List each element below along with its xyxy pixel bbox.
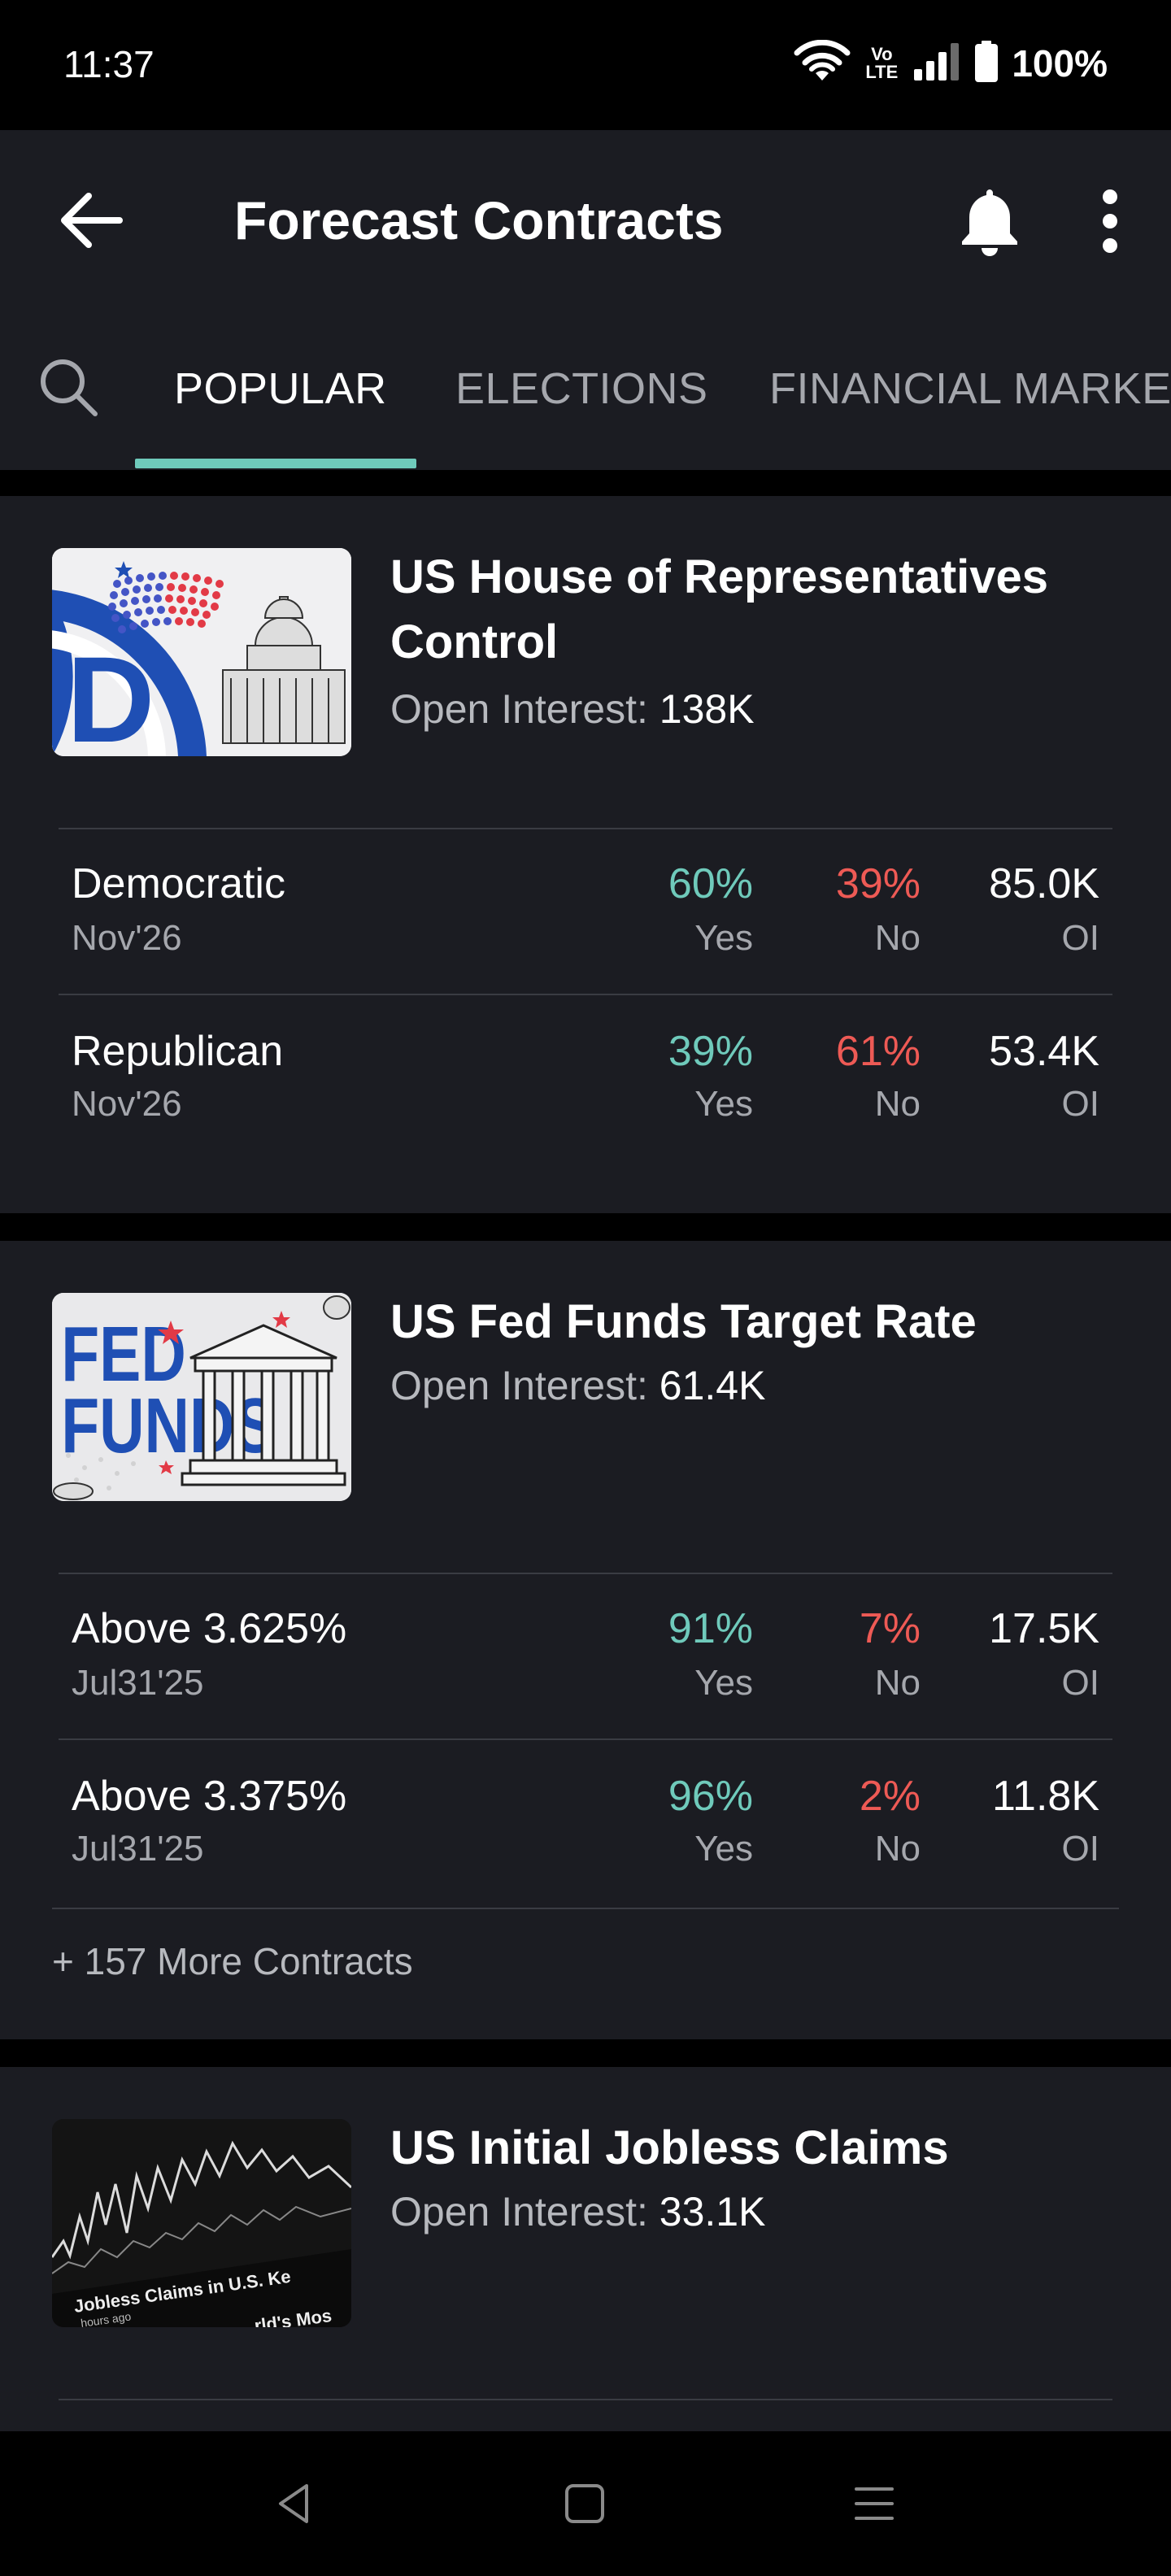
signal-icon xyxy=(912,41,961,86)
yes-percent: 91% xyxy=(668,1605,753,1652)
more-vertical-icon xyxy=(1103,189,1117,253)
search-button[interactable] xyxy=(36,355,101,420)
back-button[interactable] xyxy=(54,184,127,257)
nav-recents-button[interactable] xyxy=(838,2467,911,2540)
divider xyxy=(59,994,1112,995)
tab-popular[interactable]: POPULAR xyxy=(174,364,387,413)
more-contracts-link[interactable]: + 157 More Contracts xyxy=(52,1940,413,1982)
yes-percent: 96% xyxy=(668,1773,753,1820)
volte-icon: Vo LTE xyxy=(865,44,899,82)
svg-text:D: D xyxy=(67,631,155,756)
contract-title: US Initial Jobless Claims xyxy=(390,2121,949,2174)
battery-icon xyxy=(974,40,999,87)
open-interest-value: 85.0K xyxy=(989,860,1099,907)
status-bar: 11:37 Vo LTE 10 xyxy=(0,0,1171,130)
battery-percent: 100% xyxy=(1012,42,1108,85)
open-interest: Open Interest: 33.1K xyxy=(390,2189,766,2234)
no-percent: 7% xyxy=(859,1605,921,1652)
yes-percent: 39% xyxy=(668,1028,753,1075)
open-interest: Open Interest: 61.4K xyxy=(390,1363,766,1408)
active-tab-indicator xyxy=(135,459,416,468)
divider xyxy=(59,1738,1112,1740)
status-icons: Vo LTE 100% xyxy=(794,39,1108,88)
nav-recents-icon xyxy=(855,2487,894,2520)
yes-percent: 60% xyxy=(668,860,753,907)
open-interest-value: 17.5K xyxy=(989,1605,1099,1652)
contract-title: US House of Representatives Control xyxy=(390,550,1049,668)
nav-home-icon xyxy=(565,2484,604,2523)
status-time: 11:37 xyxy=(63,43,155,85)
bell-icon xyxy=(962,189,1017,256)
tab-bar: POPULAR ELECTIONS FINANCIAL MARKETS xyxy=(0,309,1171,470)
open-interest: Open Interest: 138K xyxy=(390,686,755,732)
search-icon xyxy=(41,359,98,416)
contract-card-jobless-claims[interactable]: Jobless Claims in U.S. Ke hours ago rld'… xyxy=(0,2067,1171,2431)
notifications-button[interactable] xyxy=(953,181,1026,262)
svg-text:FED: FED xyxy=(61,1311,186,1398)
tab-financial-markets[interactable]: FINANCIAL MARKETS xyxy=(769,364,1171,413)
contract-card-fed-funds[interactable]: FED FUNDS US Fed Funds Target Rate xyxy=(0,1241,1171,2039)
tab-elections[interactable]: ELECTIONS xyxy=(455,364,708,413)
system-nav-bar xyxy=(0,2431,1171,2576)
divider xyxy=(52,1908,1119,1909)
nav-back-button[interactable] xyxy=(259,2467,332,2540)
house-thumbnail: D xyxy=(52,548,351,756)
divider xyxy=(59,2399,1112,2400)
no-percent: 39% xyxy=(835,860,921,907)
contract-title: US Fed Funds Target Rate xyxy=(390,1295,977,1348)
page-title: Forecast Contracts xyxy=(234,190,724,250)
open-interest-value: 11.8K xyxy=(991,1773,1099,1820)
fed-funds-thumbnail: FED FUNDS xyxy=(52,1293,351,1501)
contract-card-house[interactable]: D xyxy=(0,496,1171,1213)
open-interest-value: 53.4K xyxy=(989,1028,1099,1075)
wifi-icon xyxy=(794,39,851,88)
divider xyxy=(59,828,1112,829)
arrow-left-icon xyxy=(61,193,123,248)
app-header: Forecast Contracts xyxy=(0,130,1171,309)
jobless-claims-thumbnail: Jobless Claims in U.S. Ke hours ago rld'… xyxy=(52,2119,351,2327)
divider xyxy=(59,1573,1112,1574)
nav-back-icon xyxy=(279,2484,308,2523)
no-percent: 2% xyxy=(859,1773,921,1820)
more-options-button[interactable] xyxy=(1082,181,1138,262)
no-percent: 61% xyxy=(835,1028,921,1075)
nav-home-button[interactable] xyxy=(548,2467,621,2540)
